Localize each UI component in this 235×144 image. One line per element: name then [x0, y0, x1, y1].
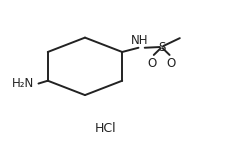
Text: O: O [167, 57, 176, 70]
Text: S: S [158, 41, 165, 54]
Text: H₂N: H₂N [12, 77, 34, 90]
Text: NH: NH [131, 34, 148, 47]
Text: O: O [147, 57, 157, 70]
Text: HCl: HCl [95, 122, 117, 135]
